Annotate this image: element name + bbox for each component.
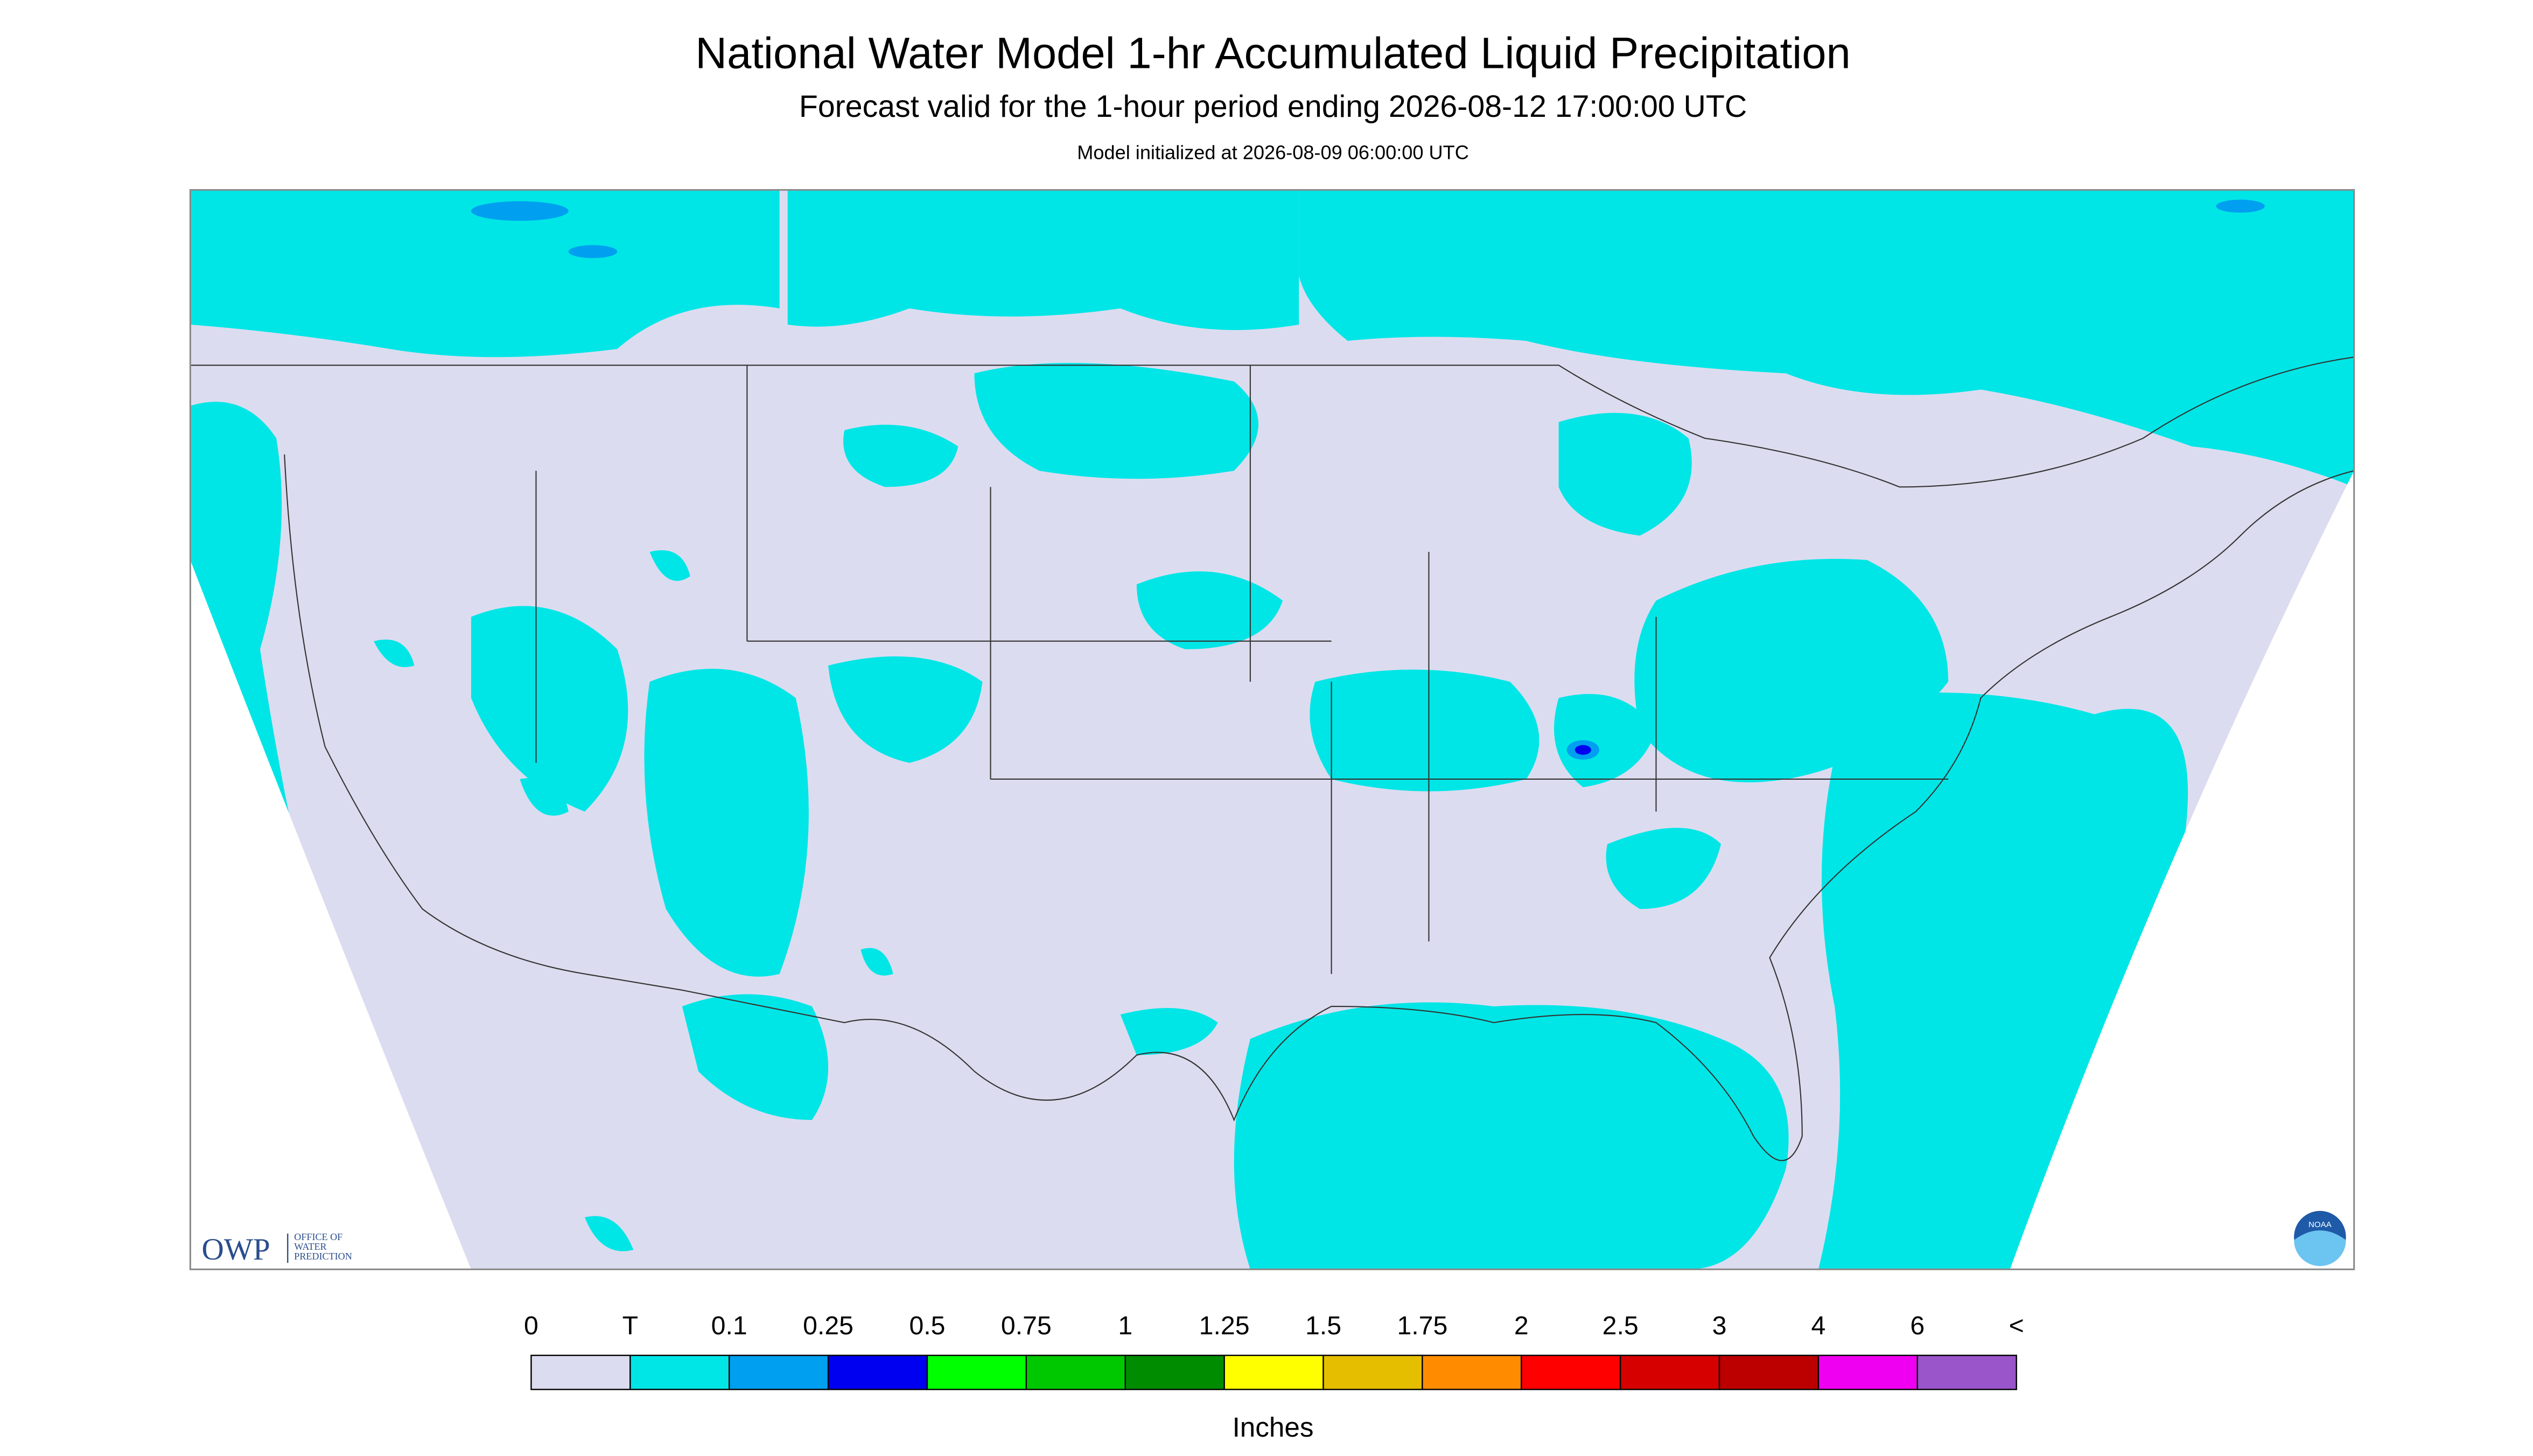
logo-line: PREDICTION — [294, 1251, 352, 1262]
init-note: Model initialized at 2026-08-09 06:00:00… — [1077, 141, 1469, 163]
owp-logo: OWP OFFICE OF WATER PREDICTION — [201, 1231, 352, 1266]
legend-unit: Inches — [1233, 1412, 1314, 1443]
legend-label: < — [2009, 1311, 2024, 1340]
legend: 0 T 0.1 0.25 0.5 0.75 1 1.25 1.5 1.75 2 2.5 3 4 6 < — [524, 1311, 2024, 1390]
boundaries — [190, 356, 2354, 1161]
legend-swatch — [926, 1354, 1027, 1390]
map: OWP OFFICE OF WATER PREDICTION NOAA — [189, 189, 2355, 1270]
legend-label: 0 — [524, 1311, 538, 1340]
legend-label: 1.75 — [1397, 1311, 1447, 1340]
logo-line: OFFICE OF — [294, 1231, 342, 1242]
legend-swatch — [1916, 1354, 2017, 1390]
legend-label: 0.75 — [1001, 1311, 1052, 1340]
noaa-text: NOAA — [2308, 1220, 2332, 1229]
legend-swatch — [827, 1354, 928, 1390]
legend-swatch — [1124, 1354, 1225, 1390]
legend-label: 1.5 — [1305, 1311, 1341, 1340]
legend-label: T — [622, 1311, 638, 1340]
legend-swatch — [1817, 1354, 1919, 1390]
noaa-logo: NOAA — [2294, 1210, 2346, 1266]
moderate-rain-area — [1575, 745, 1591, 755]
legend-swatch — [1619, 1354, 1720, 1390]
legend-swatch — [1223, 1354, 1324, 1390]
legend-swatch — [1323, 1354, 1423, 1390]
legend-label: 1.25 — [1199, 1311, 1250, 1340]
legend-label: 2 — [1514, 1311, 1529, 1340]
legend-label: 0.1 — [711, 1311, 747, 1340]
legend-label: 2.5 — [1603, 1311, 1639, 1340]
logo-name: OWP — [201, 1233, 270, 1266]
legend-swatch — [728, 1354, 829, 1390]
legend-label: 4 — [1811, 1311, 1826, 1340]
title: National Water Model 1-hr Accumulated Li… — [695, 29, 1850, 78]
noaa-wave — [2294, 1230, 2346, 1266]
legend-label: 0.5 — [909, 1311, 945, 1340]
legend-swatch — [629, 1354, 730, 1390]
legend-label: 3 — [1712, 1311, 1727, 1340]
precip-field — [190, 190, 2354, 1270]
light-rain-areas — [471, 199, 2265, 760]
legend-swatch — [530, 1354, 631, 1390]
subtitle: Forecast valid for the 1-hour period end… — [799, 89, 1747, 124]
legend-label: 0.25 — [803, 1311, 853, 1340]
map-frame — [189, 189, 2355, 1270]
legend-swatch — [1718, 1354, 1820, 1390]
logo-line: WATER — [294, 1241, 327, 1252]
legend-label: 6 — [1910, 1311, 1925, 1340]
legend-swatch — [1521, 1354, 1621, 1390]
legend-swatch — [1422, 1354, 1522, 1390]
legend-swatch — [1025, 1354, 1126, 1390]
legend-label: 1 — [1118, 1311, 1132, 1340]
